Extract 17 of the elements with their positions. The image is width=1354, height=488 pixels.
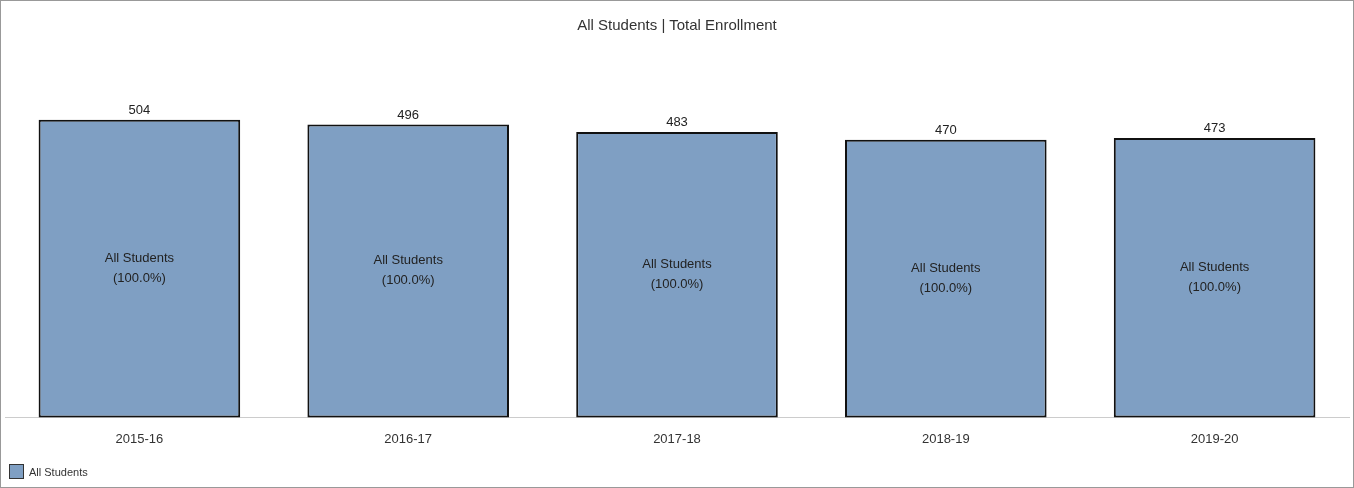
text: All Students bbox=[29, 465, 88, 478]
data-label: 483 bbox=[666, 114, 688, 130]
annotation: All Students (100.0%) bbox=[1179, 259, 1250, 295]
chart-title: All Students | Total Enrollment bbox=[577, 16, 778, 34]
data-label: 504 bbox=[128, 101, 151, 117]
data-label: 473 bbox=[1203, 120, 1226, 136]
x-tick-label: 2017-18 bbox=[653, 430, 701, 446]
x-tick-label: 2018-19 bbox=[921, 430, 970, 446]
data-label: 496 bbox=[397, 106, 420, 122]
annotation: All Students (100.0%) bbox=[104, 250, 175, 286]
annotation: All Students (100.0%) bbox=[373, 252, 444, 288]
annotation: All Students (100.0%) bbox=[642, 256, 713, 292]
data-label: 470 bbox=[934, 121, 957, 137]
annotation: All Students (100.0%) bbox=[911, 260, 981, 296]
x-tick-label: 2015-16 bbox=[115, 430, 164, 446]
x-tick-label: 2019-20 bbox=[1190, 430, 1239, 446]
x-tick-label: 2016-17 bbox=[384, 430, 433, 446]
